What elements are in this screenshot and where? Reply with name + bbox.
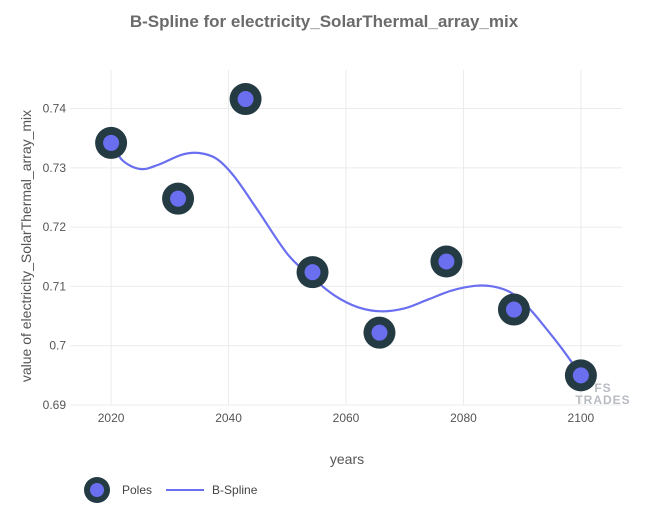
x-tick-label: 2060 xyxy=(333,411,360,425)
chart-title: B-Spline for electricity_SolarThermal_ar… xyxy=(129,12,519,31)
pole-marker-inner xyxy=(505,301,522,318)
series-layer xyxy=(95,83,597,392)
pole-point xyxy=(363,316,396,349)
pole-marker-inner xyxy=(438,253,455,270)
legend-item-bspline[interactable]: B-Spline xyxy=(166,483,257,497)
watermark-logo: FS TRADES xyxy=(575,381,631,407)
legend-label-bspline: B-Spline xyxy=(212,483,258,497)
pole-point xyxy=(564,359,597,392)
y-tick-label: 0.71 xyxy=(43,279,67,293)
pole-marker-inner xyxy=(572,367,589,384)
pole-point xyxy=(162,182,195,215)
tick-labels: 2020 2040 2060 2080 2100 0.69 0.7 0.71 0.72 0.73 0… xyxy=(43,102,595,425)
pole-marker-inner xyxy=(237,91,254,108)
pole-point xyxy=(95,126,128,159)
plot-area: 2020 2040 2060 2080 2100 0.69 0.7 0.71 0.72 0.73 0… xyxy=(43,70,622,425)
x-tick-label: 2080 xyxy=(450,411,477,425)
pole-point xyxy=(430,245,463,278)
pole-marker-inner xyxy=(103,134,120,151)
y-tick-label: 0.7 xyxy=(49,339,66,353)
legend: Poles B-Spline xyxy=(84,476,271,504)
pole-marker-inner xyxy=(304,264,321,281)
pole-marker-inner xyxy=(170,190,187,207)
y-tick-label: 0.69 xyxy=(43,398,67,412)
legend-label-poles: Poles xyxy=(122,483,153,497)
x-tick-label: 2040 xyxy=(215,411,242,425)
y-axis-title: value of electricity_SolarThermal_array_… xyxy=(18,109,34,383)
poles-marker-icon xyxy=(84,477,110,503)
pole-point xyxy=(296,256,329,289)
legend-item-poles[interactable]: Poles xyxy=(84,477,152,503)
x-tick-label: 2100 xyxy=(568,411,595,425)
bspline-line-icon xyxy=(166,489,205,491)
y-tick-label: 0.74 xyxy=(43,102,67,116)
y-tick-label: 0.73 xyxy=(43,161,67,175)
pole-point xyxy=(229,83,262,116)
pole-marker-inner xyxy=(371,324,388,341)
y-tick-label: 0.72 xyxy=(43,220,67,234)
grid-lines xyxy=(70,70,622,406)
pole-point xyxy=(497,293,530,326)
bspline-line xyxy=(110,142,582,376)
x-tick-label: 2020 xyxy=(98,411,125,425)
x-axis-title: years xyxy=(329,451,365,467)
